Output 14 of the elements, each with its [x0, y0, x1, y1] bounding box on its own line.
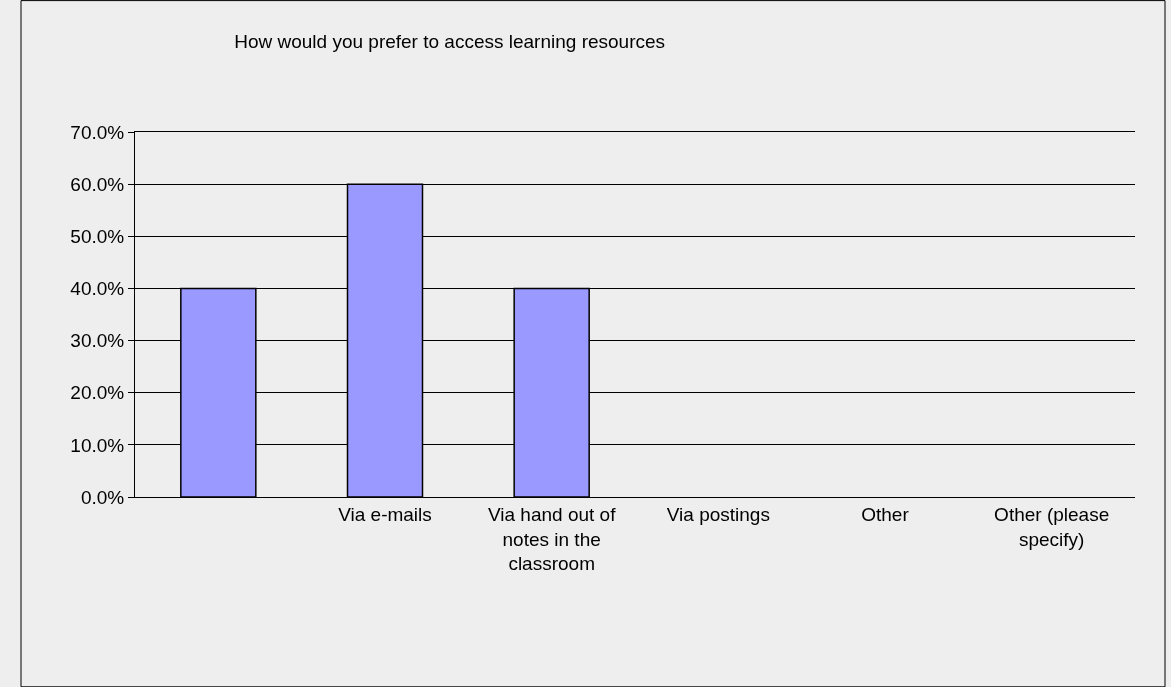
chart-title: How would you prefer to access learning resources [234, 30, 666, 52]
y-tick-label: 20.0% [70, 382, 125, 404]
y-tick-label: 70.0% [70, 121, 125, 143]
x-tick-label: Via postings [666, 503, 770, 525]
y-tick-label: 60.0% [70, 173, 125, 195]
x-tick-label: Via hand out of notes in the classroom [487, 503, 617, 575]
x-tick-label: Other [861, 503, 910, 525]
y-tick-label: 10.0% [70, 434, 125, 456]
x-tick-label: Other (please specify) [994, 503, 1110, 550]
y-tick-label: 0.0% [80, 486, 125, 508]
x-tick-label: Via e-mails [338, 503, 432, 525]
y-tick-label: 50.0% [70, 225, 125, 247]
y-tick-label: 30.0% [70, 330, 125, 352]
y-tick-label: 40.0% [70, 278, 125, 300]
